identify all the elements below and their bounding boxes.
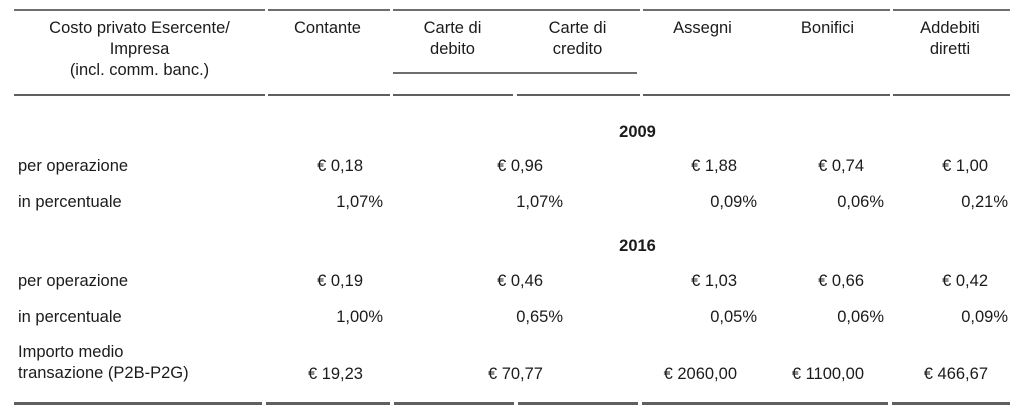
table-rule-bottom-segment (394, 402, 514, 405)
column-header-carte-debito: Carte di debito (423, 19, 482, 58)
cell-2016-percentuale-contante: 1,00% (336, 308, 383, 326)
cell-2016-peroperazione-carte: € 0,46 (497, 272, 543, 290)
table-rule-bottom-segment (266, 402, 390, 405)
row-label: per operazione (18, 272, 129, 290)
row-label: per operazione (18, 157, 129, 175)
card-group-underline (393, 72, 637, 74)
cell-importo-bonifici: € 1100,00 (791, 365, 864, 383)
corner-header: Costo privato Esercente/ Impresa (incl. … (49, 19, 230, 79)
table-rule-bottom-segment (892, 402, 1010, 405)
cell-2016-percentuale-assegni: 0,05% (710, 308, 757, 326)
table-rule-top-segment (643, 9, 890, 11)
table-rule-top-segment (14, 9, 265, 11)
column-header-carte-credito: Carte di credito (548, 19, 607, 58)
cell-2009-peroperazione-contante: € 0,18 (317, 157, 363, 175)
header-separator-segment (517, 94, 640, 96)
cell-importo-assegni: € 2060,00 (663, 365, 737, 383)
header-separator-segment (643, 94, 890, 96)
cell-2016-percentuale-addebiti: 0,09% (961, 308, 1008, 326)
cell-2016-peroperazione-bonifici: € 0,66 (818, 272, 864, 290)
cell-2016-peroperazione-contante: € 0,19 (317, 272, 363, 290)
table-rule-top-segment (393, 9, 640, 11)
section-year-2016: 2016 (619, 237, 656, 255)
table-rule-bottom-segment (14, 402, 262, 405)
cell-2009-peroperazione-carte: € 0,96 (497, 157, 543, 175)
column-header-addebiti: Addebiti diretti (920, 19, 980, 58)
cell-2016-percentuale-carte: 0,65% (516, 308, 563, 326)
table-rule-bottom-segment (642, 402, 888, 405)
cell-importo-addebiti: € 466,67 (923, 365, 988, 383)
table-rule-bottom-segment (518, 402, 638, 405)
column-header-assegni: Assegni (673, 19, 732, 37)
header-separator-segment (393, 94, 513, 96)
header-separator-segment (268, 94, 390, 96)
cell-2009-peroperazione-addebiti: € 1,00 (942, 157, 988, 175)
cell-importo-contante: € 19,23 (307, 365, 363, 383)
row-label: in percentuale (18, 193, 122, 211)
cell-2009-percentuale-addebiti: 0,21% (961, 193, 1008, 211)
cell-2009-percentuale-assegni: 0,09% (710, 193, 757, 211)
cell-2009-percentuale-contante: 1,07% (336, 193, 383, 211)
section-year-2009: 2009 (619, 123, 656, 141)
header-separator-segment (14, 94, 265, 96)
cell-2009-peroperazione-bonifici: € 0,74 (818, 157, 864, 175)
header-separator-segment (893, 94, 1010, 96)
cell-2009-percentuale-carte: 1,07% (516, 193, 563, 211)
cell-2009-percentuale-bonifici: 0,06% (837, 193, 884, 211)
row-label: in percentuale (18, 308, 122, 326)
cell-importo-carte: € 70,77 (487, 365, 543, 383)
cell-2009-peroperazione-assegni: € 1,88 (691, 157, 737, 175)
cell-2016-peroperazione-addebiti: € 0,42 (942, 272, 988, 290)
table-rule-top-segment (268, 9, 390, 11)
table-rule-top-segment (893, 9, 1010, 11)
avg-row-label: Importo medio transazione (P2B-P2G) (18, 343, 189, 382)
cell-2016-peroperazione-assegni: € 1,03 (691, 272, 737, 290)
column-header-bonifici: Bonifici (800, 19, 855, 37)
cell-2016-percentuale-bonifici: 0,06% (837, 308, 884, 326)
column-header-contante: Contante (294, 19, 361, 37)
